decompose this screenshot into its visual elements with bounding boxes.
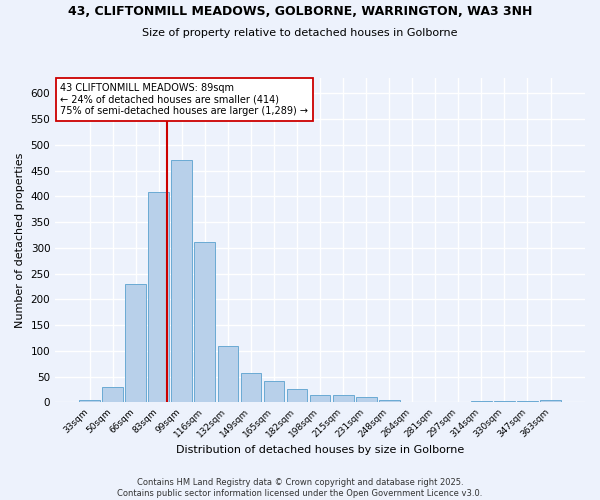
X-axis label: Distribution of detached houses by size in Golborne: Distribution of detached houses by size … — [176, 445, 464, 455]
Bar — [517, 401, 538, 402]
Bar — [241, 373, 262, 402]
Bar — [287, 388, 307, 402]
Bar — [310, 395, 331, 402]
Bar — [148, 192, 169, 402]
Bar — [540, 400, 561, 402]
Bar — [172, 160, 192, 402]
Text: Contains HM Land Registry data © Crown copyright and database right 2025.
Contai: Contains HM Land Registry data © Crown c… — [118, 478, 482, 498]
Bar — [194, 242, 215, 402]
Bar — [379, 400, 400, 402]
Bar — [471, 401, 492, 402]
Bar — [356, 398, 377, 402]
Bar — [494, 401, 515, 402]
Text: 43 CLIFTONMILL MEADOWS: 89sqm
← 24% of detached houses are smaller (414)
75% of : 43 CLIFTONMILL MEADOWS: 89sqm ← 24% of d… — [61, 83, 308, 116]
Bar — [125, 284, 146, 403]
Text: Size of property relative to detached houses in Golborne: Size of property relative to detached ho… — [142, 28, 458, 38]
Bar — [218, 346, 238, 403]
Bar — [263, 382, 284, 402]
Bar — [102, 386, 123, 402]
Bar — [79, 400, 100, 402]
Text: 43, CLIFTONMILL MEADOWS, GOLBORNE, WARRINGTON, WA3 3NH: 43, CLIFTONMILL MEADOWS, GOLBORNE, WARRI… — [68, 5, 532, 18]
Y-axis label: Number of detached properties: Number of detached properties — [15, 152, 25, 328]
Bar — [333, 395, 353, 402]
